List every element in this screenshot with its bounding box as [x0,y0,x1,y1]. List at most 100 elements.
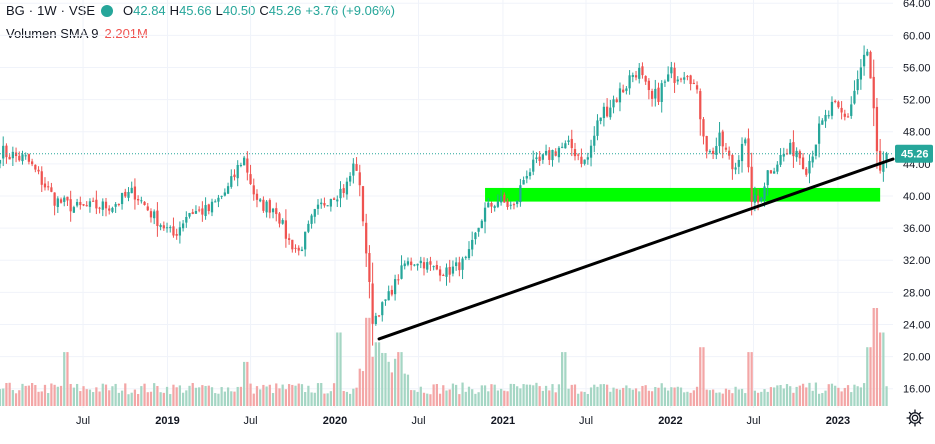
volume-bar [612,387,615,406]
volume-bar [432,384,435,406]
symbol-label[interactable]: BG [6,3,25,18]
volume-bar [644,385,647,406]
candle-body [711,150,715,154]
candle-body [223,192,226,196]
gear-icon[interactable] [905,408,925,428]
candle-body [769,170,773,174]
volume-bar [294,385,297,406]
volume-bar [79,391,82,406]
volume-bar [660,383,663,406]
candle-body [159,224,162,228]
volume-bar [544,385,548,406]
candle-body [471,239,474,250]
volume-bar [695,386,699,406]
volume-bar [387,361,390,406]
volume-bar [724,388,728,406]
candle-body [650,90,654,99]
candle-body [185,216,188,223]
legend-separator: · [60,3,65,18]
volume-legend-label[interactable]: Volumen SMA 9 [6,26,99,41]
candle-body [133,186,137,200]
market-status-dot-icon[interactable] [101,4,113,17]
volume-bar [667,390,670,406]
volume-bar [731,393,734,406]
volume-bar [201,385,204,406]
volume-bar [615,388,618,406]
volume-bar [24,385,27,406]
volume-bar [442,385,445,406]
candle-body [853,90,856,104]
volume-bar [708,390,712,406]
volume-bar [580,391,583,406]
change-value: +3.76 (+9.06%) [305,3,395,18]
volume-bar [178,385,182,406]
volume-bar [361,371,365,406]
volume-bar [287,384,291,406]
last-price-tag[interactable] [895,144,933,163]
volume-bar [217,393,220,406]
candle-body [548,150,551,160]
candle-body [850,104,853,116]
volume-bar [551,384,554,406]
volume-bar [188,385,191,406]
candle-body [400,265,403,279]
volume-bar [422,392,426,406]
candle-body [34,164,37,170]
candle-body [275,208,278,215]
volume-bar [862,383,866,406]
candle-body [612,99,615,108]
volume-bar [795,386,798,406]
candle-body [53,192,56,206]
candle-body [387,291,390,301]
volume-bar [792,392,795,406]
volume-bar [699,347,702,406]
volume-bar [628,388,631,406]
candle-body [461,258,464,270]
interval-label[interactable]: 1W [37,3,57,18]
volume-bar [499,388,503,406]
candle-body [442,275,445,277]
y-tick-label: 52.00 [903,95,931,107]
volume-bar [866,347,869,406]
volume-bar [846,385,850,406]
candle-body [869,51,872,79]
candle-body [403,263,406,267]
volume-bar [721,393,724,406]
candle-body [773,171,776,174]
candle-body [178,227,182,236]
candle-body [24,155,27,157]
trendline[interactable] [377,157,895,341]
candle-body [638,67,641,79]
candle-body [63,197,66,202]
candle-body [837,101,840,108]
candle-body [413,264,416,266]
candle-body [137,198,140,201]
candle-body [114,204,117,207]
candle-body [448,266,451,275]
candle-body [92,200,95,202]
volume-bar [11,390,14,406]
volume-bar [104,384,108,406]
volume-bar [63,352,66,406]
candle-body [175,234,178,236]
volume-legend: Volumen SMA 9 2.201M [6,26,148,41]
candle-body [291,239,294,250]
volume-bar [27,385,31,406]
candle-body [21,154,24,162]
candle-body [0,160,2,164]
candle-body [101,201,104,210]
candle-body [262,199,265,211]
volume-bar [323,393,326,406]
candle-body [345,181,349,195]
y-tick-label: 28.00 [903,287,931,299]
volume-bar [111,386,114,406]
candle-body [368,253,371,282]
candle-body [776,164,779,172]
volume-bar [332,383,336,406]
candle-body [323,203,326,206]
volume-bar [776,385,779,406]
candle-body [294,247,297,249]
volume-bar [101,383,104,406]
y-tick-label: 60.00 [903,30,931,42]
